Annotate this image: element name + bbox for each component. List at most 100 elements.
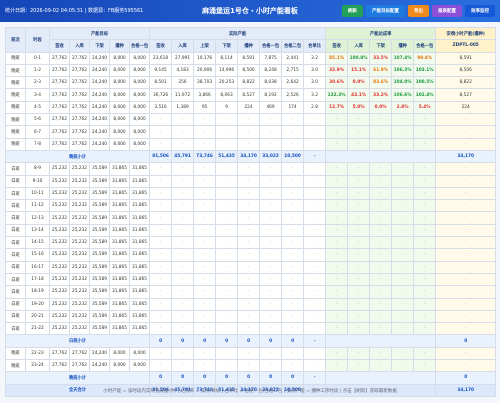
cell: 31,865 (109, 260, 130, 274)
cell: - (347, 137, 371, 151)
cell: 24,240 (89, 346, 110, 361)
cell: 73,746 (193, 383, 217, 397)
column-header: ZDPTL-005 (435, 39, 497, 53)
header-bar: 统计日期：2026-09-02 04:05:31 | 数据源：FB服务59556… (0, 0, 500, 22)
cell: 24,240 (89, 137, 110, 151)
cell: - (391, 297, 415, 311)
cell: - (391, 199, 415, 213)
button[interactable]: 报表配置 (432, 5, 462, 17)
cell: 0 (237, 371, 261, 385)
cell: 10,500 (281, 149, 305, 164)
cell: 15-16 (25, 248, 50, 262)
cell: - (237, 125, 261, 139)
cell: 晚班 (5, 76, 26, 90)
cell: - (391, 211, 415, 225)
cell: - (215, 211, 239, 225)
column-header: 播种 (109, 39, 130, 53)
cell: - (391, 162, 415, 176)
cell: 24,240 (89, 88, 110, 102)
cell: - (325, 125, 349, 139)
cell: - (171, 211, 195, 225)
data-row: 白班 9-10 25,232 25,232 35,589 31,865 31,865- - - -… (5, 174, 497, 188)
cell: 白班 (5, 186, 26, 201)
cell: 25,232 (69, 285, 90, 299)
cell: - (303, 137, 327, 151)
column-header: 下架 (369, 39, 393, 53)
cell: - (281, 211, 305, 225)
cell: - (281, 125, 305, 139)
cell: 25,232 (69, 260, 90, 274)
cell: - (171, 199, 195, 213)
button[interactable]: 产能目标配置 (366, 5, 405, 17)
cell: - (171, 113, 195, 127)
cell: - (413, 285, 437, 299)
cell: 33,022 (259, 149, 283, 164)
cell: - (347, 113, 371, 127)
button[interactable]: 效率监控 (465, 5, 495, 17)
cell: 23-24 (25, 359, 50, 373)
cell: - (281, 359, 305, 373)
cell: 30.6% (325, 76, 349, 90)
cell: - (193, 199, 217, 213)
button[interactable]: 刷新 (342, 5, 363, 17)
cell: 25,232 (49, 186, 70, 201)
cell: - (171, 322, 195, 336)
cell: - (435, 125, 497, 139)
cell: 8,192 (259, 88, 283, 102)
cell: 31,865 (128, 297, 151, 311)
cell: 100.5% (413, 76, 437, 90)
cell: 27,762 (69, 63, 90, 78)
cell: 2.8% (391, 100, 415, 115)
data-row: 白班 20-21 25,232 25,232 35,589 31,865 31,865- - -… (5, 309, 497, 324)
cell: 34,170 (435, 383, 497, 397)
cell: 8,591 (435, 51, 497, 65)
cell: 33.2% (369, 88, 393, 102)
cell: - (369, 285, 393, 299)
cell: - (413, 125, 437, 139)
cell: 0 (149, 334, 173, 348)
cell: 104.0% (391, 76, 415, 90)
cell: 0 (171, 371, 195, 385)
cell: 25,232 (49, 260, 70, 274)
cell: - (413, 346, 437, 361)
cell: 25,232 (49, 223, 70, 238)
cell: - (303, 371, 327, 385)
cell: 25,232 (49, 272, 70, 287)
cell: 白班 (5, 211, 26, 225)
cell: - (369, 113, 393, 127)
cell: - (237, 113, 261, 127)
cell: 8,038 (259, 76, 283, 90)
cell: 27,762 (69, 76, 90, 90)
cell: - (369, 359, 393, 373)
cell: - (237, 199, 261, 213)
cell: - (149, 285, 173, 299)
cell: - (171, 137, 195, 151)
cell: 晚班 (5, 125, 26, 139)
cell: 34,170 (237, 383, 261, 397)
cell: 10,176 (193, 51, 217, 65)
cell: 24,240 (89, 63, 110, 78)
cell: - (413, 199, 437, 213)
cell: 8,000 (128, 88, 151, 102)
cell: - (281, 248, 305, 262)
cell: - (237, 260, 261, 274)
data-row: 晚班 1-2 27,762 27,762 24,240 8,000 8,000 9,145 4,… (5, 63, 497, 78)
cell: - (215, 113, 239, 127)
cell: - (347, 322, 371, 336)
cell: 8,000 (128, 100, 151, 115)
data-row: 晚班 6-7 27,762 27,762 24,240 8,000 8,000- - - - - - -… (5, 125, 497, 139)
button[interactable]: 导出 (408, 5, 429, 17)
cell: - (303, 199, 327, 213)
cell: - (435, 162, 497, 176)
cell: 3,516 (149, 100, 173, 115)
cell: - (391, 285, 415, 299)
cell: 81,506 (149, 149, 173, 164)
cell: - (215, 309, 239, 324)
cell: - (237, 285, 261, 299)
cell: - (369, 199, 393, 213)
cell: - (259, 272, 283, 287)
cell: - (259, 236, 283, 250)
cell: - (369, 346, 393, 361)
cell: - (215, 137, 239, 151)
cell: 0 (171, 334, 195, 348)
